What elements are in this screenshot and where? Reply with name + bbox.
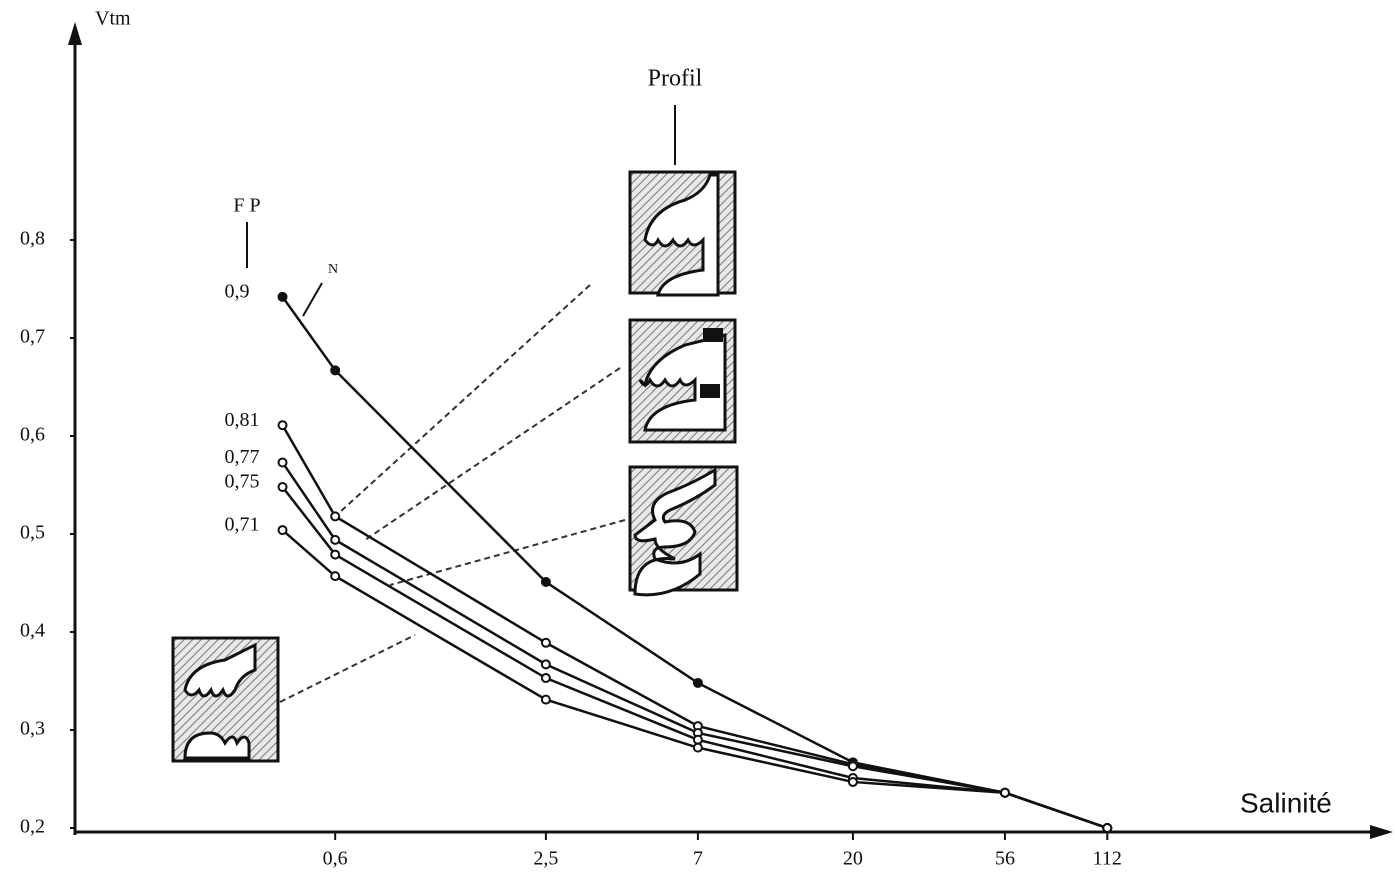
connector (340, 285, 590, 512)
point (279, 483, 287, 491)
x-arrow (1370, 825, 1393, 839)
point (331, 366, 339, 374)
y-tick-label: 0,4 (20, 620, 45, 642)
y-tick-label: 0,2 (20, 816, 45, 838)
point (694, 736, 702, 744)
point (849, 778, 857, 786)
point (279, 421, 287, 429)
point (542, 639, 550, 647)
y-tick-label: 0,6 (20, 424, 45, 446)
y-tick-label: 0,3 (20, 718, 45, 740)
point (331, 572, 339, 580)
point (542, 696, 550, 704)
point (331, 551, 339, 559)
y-arrow (68, 22, 82, 45)
x-tick-label: 20 (843, 848, 863, 870)
series-label: 0,77 (225, 446, 260, 468)
profile-box (630, 172, 735, 295)
connector (280, 635, 415, 702)
series-label: 0,9 (225, 280, 250, 302)
y-tick-label: 0,8 (20, 228, 45, 250)
point (542, 660, 550, 668)
y-tick-label: 0,5 (20, 522, 45, 544)
point (542, 578, 550, 586)
point (331, 512, 339, 520)
point (331, 536, 339, 544)
y-tick-label: 0,7 (20, 326, 45, 348)
point (849, 762, 857, 770)
y-axis-label: Vtm (95, 8, 131, 30)
point (1001, 789, 1009, 797)
x-tick-label: 0,6 (323, 848, 348, 870)
profile-box (630, 467, 737, 595)
point (279, 293, 287, 301)
connector (390, 520, 625, 585)
x-axis-label: Salinité (1240, 787, 1332, 818)
point (279, 458, 287, 466)
legend-title: F P (233, 195, 260, 217)
x-tick-label: 7 (693, 848, 703, 870)
series-label: 0,81 (225, 409, 260, 431)
series-label: 0,75 (225, 471, 260, 493)
n-label: N (328, 262, 338, 277)
x-tick-label: 2,5 (533, 848, 558, 870)
point (694, 679, 702, 687)
chart: Vtm Salinité Profil F P N 0,2 0,3 0,4 0,5 0,… (0, 0, 1397, 880)
x-tick-label: 112 (1093, 848, 1122, 870)
profile-label: Profil (648, 66, 703, 92)
point (694, 744, 702, 752)
profile-box (630, 320, 735, 442)
x-tick-label: 56 (995, 848, 1015, 870)
series-label: 0,71 (225, 514, 260, 536)
point (1103, 824, 1111, 832)
point (542, 674, 550, 682)
profile-box (173, 638, 278, 761)
point (279, 526, 287, 534)
n-arrow (303, 283, 322, 316)
